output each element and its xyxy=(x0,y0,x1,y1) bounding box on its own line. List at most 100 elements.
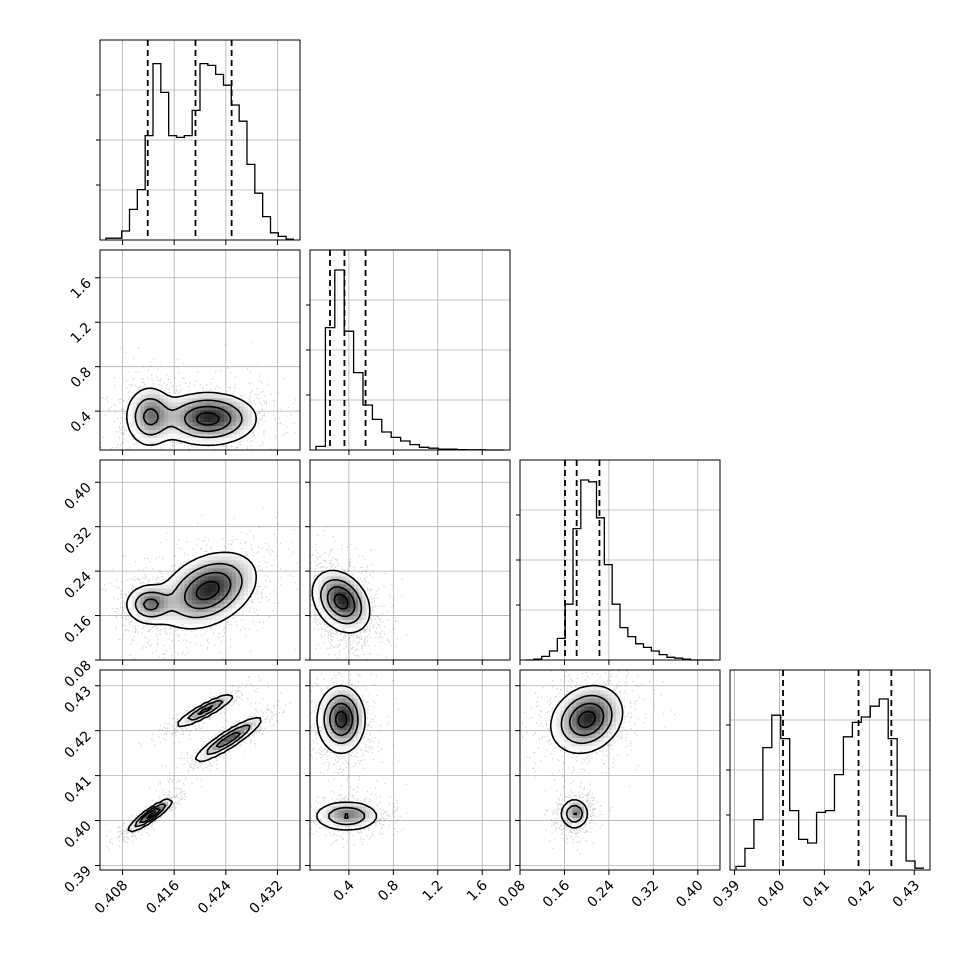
density-fill xyxy=(220,422,225,427)
panel-frame xyxy=(99,459,301,661)
density-fill xyxy=(358,710,363,715)
density-fill xyxy=(576,814,581,819)
density-fill xyxy=(216,556,221,561)
joint-panel-0-2 xyxy=(99,459,301,661)
density-fill xyxy=(132,390,245,431)
density-fill xyxy=(224,406,229,411)
density-fill xyxy=(322,600,355,625)
scatter-points xyxy=(100,676,291,851)
y-tick-label: 0.43 xyxy=(61,683,94,716)
density-fill xyxy=(216,402,221,407)
density-fill xyxy=(208,568,229,573)
panel-frame xyxy=(309,669,511,871)
density-fill xyxy=(584,698,589,703)
density-fill xyxy=(358,706,363,711)
density-fill xyxy=(592,706,597,711)
density-fill xyxy=(560,694,581,719)
density-fill xyxy=(338,722,343,727)
density-fill xyxy=(322,576,327,581)
density-fill xyxy=(164,398,189,435)
panel-frame xyxy=(519,459,721,661)
density-fill xyxy=(208,418,213,423)
contour-line xyxy=(125,551,257,630)
scatter-points xyxy=(100,507,298,660)
y-tick-label: 0.8 xyxy=(68,364,95,391)
density-fill xyxy=(204,600,209,605)
density-fill xyxy=(232,580,237,585)
density-fill xyxy=(176,402,181,407)
x-tick-label: 0.16 xyxy=(540,877,573,910)
density-fill xyxy=(358,718,363,723)
density-fill xyxy=(342,600,367,625)
density-fill xyxy=(326,726,331,731)
density-fill xyxy=(204,414,209,419)
contour-line xyxy=(329,702,354,819)
x-tick-label: 0.40 xyxy=(673,878,706,911)
contour-line xyxy=(134,562,243,619)
density-fill xyxy=(216,576,225,593)
density-fill xyxy=(220,410,225,415)
contour-line xyxy=(142,405,232,433)
x-tick-label: 0.43 xyxy=(890,878,923,911)
density-fill xyxy=(362,596,367,601)
density-fill xyxy=(342,580,355,621)
density-fill xyxy=(346,818,351,823)
density-fill xyxy=(208,588,213,593)
density-fill xyxy=(208,592,213,597)
contour-line xyxy=(146,812,155,819)
density-fill xyxy=(564,694,597,723)
density-fill xyxy=(196,568,233,577)
density-fill xyxy=(350,730,355,735)
density-fill xyxy=(330,822,335,827)
joint-panel-0-3 xyxy=(99,669,301,871)
density-fill xyxy=(572,698,605,739)
density-fill xyxy=(200,580,213,597)
hist-step xyxy=(526,479,714,661)
density-fill xyxy=(330,806,363,815)
density-fill xyxy=(196,410,201,415)
density-fill xyxy=(140,564,237,613)
density-fill xyxy=(180,596,185,601)
y-tick-label: 0.40 xyxy=(61,480,94,513)
density-fill xyxy=(188,572,213,597)
density-fill xyxy=(342,718,347,723)
density-fill xyxy=(196,580,201,585)
density-fill xyxy=(358,624,363,629)
density-fill xyxy=(212,746,217,751)
density-fill xyxy=(334,624,339,629)
density-fill xyxy=(588,706,593,711)
contour-line xyxy=(316,684,378,831)
density-fill xyxy=(592,734,597,739)
joint-content xyxy=(310,519,408,660)
y-tick-label: 0.4 xyxy=(68,409,95,436)
contour-line xyxy=(323,694,366,826)
density-fill xyxy=(164,398,177,407)
density-fill xyxy=(148,592,221,613)
density-fill xyxy=(580,718,585,723)
density-fill xyxy=(188,702,213,723)
contour-line xyxy=(126,387,257,447)
density-fill xyxy=(200,588,205,593)
density-fill xyxy=(326,584,331,589)
y-tick-label: 0.24 xyxy=(61,569,94,602)
density-fill xyxy=(600,702,605,707)
density-fill xyxy=(168,398,185,435)
density-fill xyxy=(338,810,343,819)
density-fill xyxy=(132,402,145,439)
x-tick-label: 0.8 xyxy=(375,878,402,905)
density-fill xyxy=(358,620,363,625)
density-fill xyxy=(208,414,213,419)
density-fill xyxy=(144,402,169,419)
density-fill xyxy=(156,410,241,431)
density-fill xyxy=(228,406,233,411)
density-fill xyxy=(224,418,229,423)
density-fill xyxy=(572,722,577,727)
density-fill xyxy=(330,612,335,617)
density-fill xyxy=(346,576,351,581)
density-fill xyxy=(322,730,367,827)
y-tick-label: 0.39 xyxy=(61,863,94,896)
density-fill xyxy=(338,600,343,605)
density-fill xyxy=(326,608,367,613)
density-fill xyxy=(608,718,617,731)
density-fill xyxy=(224,414,229,419)
